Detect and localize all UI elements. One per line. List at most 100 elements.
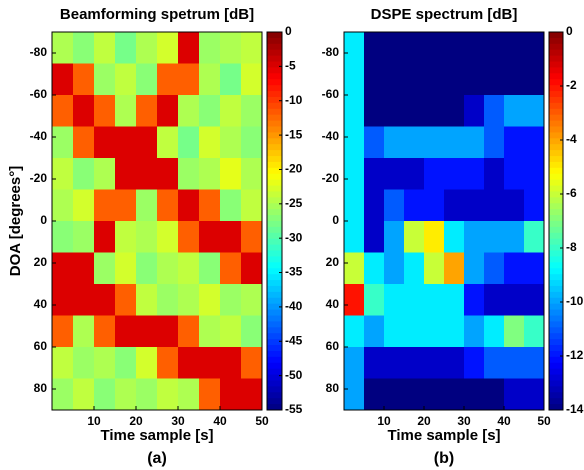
heat-cell bbox=[220, 221, 242, 253]
colorbar-step bbox=[267, 221, 282, 228]
y-tick-label: -60 bbox=[30, 87, 48, 101]
heat-cell bbox=[73, 315, 95, 348]
colorbar-step bbox=[549, 250, 563, 257]
heat-cell bbox=[504, 126, 525, 159]
heat-cell bbox=[73, 252, 95, 285]
heat-cell bbox=[384, 32, 405, 64]
heat-cell bbox=[364, 284, 385, 316]
heat-cell bbox=[115, 378, 137, 411]
x-axis-label: Time sample [s] bbox=[100, 427, 213, 444]
colorbar-step bbox=[549, 404, 563, 411]
heat-cell bbox=[524, 347, 545, 379]
heat-cell bbox=[504, 63, 525, 96]
heat-cell bbox=[199, 347, 221, 379]
heat-cell bbox=[199, 95, 221, 127]
heat-cell bbox=[344, 347, 365, 379]
colorbar-step bbox=[549, 144, 563, 151]
heat-cell bbox=[115, 95, 137, 127]
colorbar-step bbox=[267, 73, 282, 80]
colorbar-step bbox=[549, 238, 563, 246]
colorbar-step bbox=[549, 244, 563, 252]
heat-cell bbox=[220, 126, 242, 159]
colorbar-step bbox=[549, 398, 563, 405]
heat-cell bbox=[178, 284, 200, 316]
heat-cell bbox=[424, 189, 445, 222]
heat-cell bbox=[444, 95, 465, 127]
colorbar-step bbox=[267, 356, 282, 364]
colorbar-step bbox=[267, 191, 282, 198]
heat-cell bbox=[524, 32, 545, 64]
heat-cell bbox=[157, 347, 179, 379]
y-tick-label: 60 bbox=[34, 339, 48, 353]
heat-cell bbox=[384, 347, 405, 379]
colorbar-step bbox=[549, 232, 563, 240]
colorbar-step bbox=[267, 362, 282, 370]
colorbar-step bbox=[267, 37, 282, 45]
heat-cell bbox=[178, 126, 200, 159]
colorbar-step bbox=[549, 356, 563, 364]
heat-cell bbox=[178, 347, 200, 379]
heat-cell bbox=[364, 221, 385, 253]
colorbar-step bbox=[267, 368, 282, 376]
colorbar-step bbox=[549, 102, 563, 110]
heat-cell bbox=[464, 63, 485, 96]
colorbar-step bbox=[549, 215, 563, 222]
heat-cell bbox=[115, 126, 137, 159]
colorbar-step bbox=[549, 96, 563, 104]
heat-cell bbox=[241, 221, 263, 253]
heat-cell bbox=[157, 252, 179, 285]
heat-cell bbox=[136, 63, 158, 96]
heat-cell bbox=[115, 32, 137, 64]
heat-cell bbox=[344, 221, 365, 253]
heat-cell bbox=[73, 126, 95, 159]
colorbar-step bbox=[549, 179, 563, 187]
heat-cell bbox=[464, 284, 485, 316]
heat-cell bbox=[220, 158, 242, 190]
x-tick-label: 40 bbox=[213, 414, 227, 428]
colorbar-step bbox=[549, 256, 563, 263]
colorbar-tick-label: -45 bbox=[285, 333, 303, 347]
heat-cell bbox=[524, 95, 545, 127]
heat-cell bbox=[94, 63, 116, 96]
heat-cell bbox=[241, 252, 263, 285]
heat-cell bbox=[157, 126, 179, 159]
colorbar-step bbox=[549, 32, 563, 39]
colorbar-step bbox=[549, 345, 563, 352]
colorbar-step bbox=[549, 79, 563, 86]
heat-cell bbox=[344, 63, 365, 96]
chart-title: Beamforming spetrum [dB] bbox=[60, 6, 254, 23]
heat-cell bbox=[220, 347, 242, 379]
colorbar-step bbox=[267, 339, 282, 346]
colorbar-step bbox=[267, 144, 282, 151]
heat-cell bbox=[464, 95, 485, 127]
colorbar-step bbox=[267, 345, 282, 352]
heat-cell bbox=[199, 378, 221, 411]
heat-cell bbox=[73, 347, 95, 379]
x-tick-label: 10 bbox=[87, 414, 101, 428]
colorbar-step bbox=[267, 96, 282, 104]
colorbar-step bbox=[549, 303, 563, 311]
heat-cell bbox=[504, 158, 525, 190]
colorbar-step bbox=[549, 321, 563, 328]
heat-cell bbox=[424, 378, 445, 411]
heat-cell bbox=[115, 221, 137, 253]
heat-cell bbox=[115, 63, 137, 96]
colorbar-step bbox=[267, 91, 282, 98]
heat-cell bbox=[241, 315, 263, 348]
colorbar-step bbox=[549, 226, 563, 234]
heat-cell bbox=[404, 378, 425, 411]
colorbar-step bbox=[267, 203, 282, 210]
heat-cell bbox=[504, 347, 525, 379]
heat-cell bbox=[404, 95, 425, 127]
heat-cell bbox=[504, 252, 525, 285]
x-tick-label: 30 bbox=[457, 414, 471, 428]
heat-cell bbox=[444, 126, 465, 159]
colorbar-tick-label: -55 bbox=[285, 402, 303, 416]
heat-cell bbox=[73, 63, 95, 96]
heat-cell bbox=[364, 32, 385, 64]
heat-cell bbox=[524, 189, 545, 222]
colorbar-step bbox=[267, 215, 282, 222]
colorbar-step bbox=[549, 374, 563, 381]
heat-cell bbox=[241, 378, 263, 411]
heat-cell bbox=[404, 315, 425, 348]
